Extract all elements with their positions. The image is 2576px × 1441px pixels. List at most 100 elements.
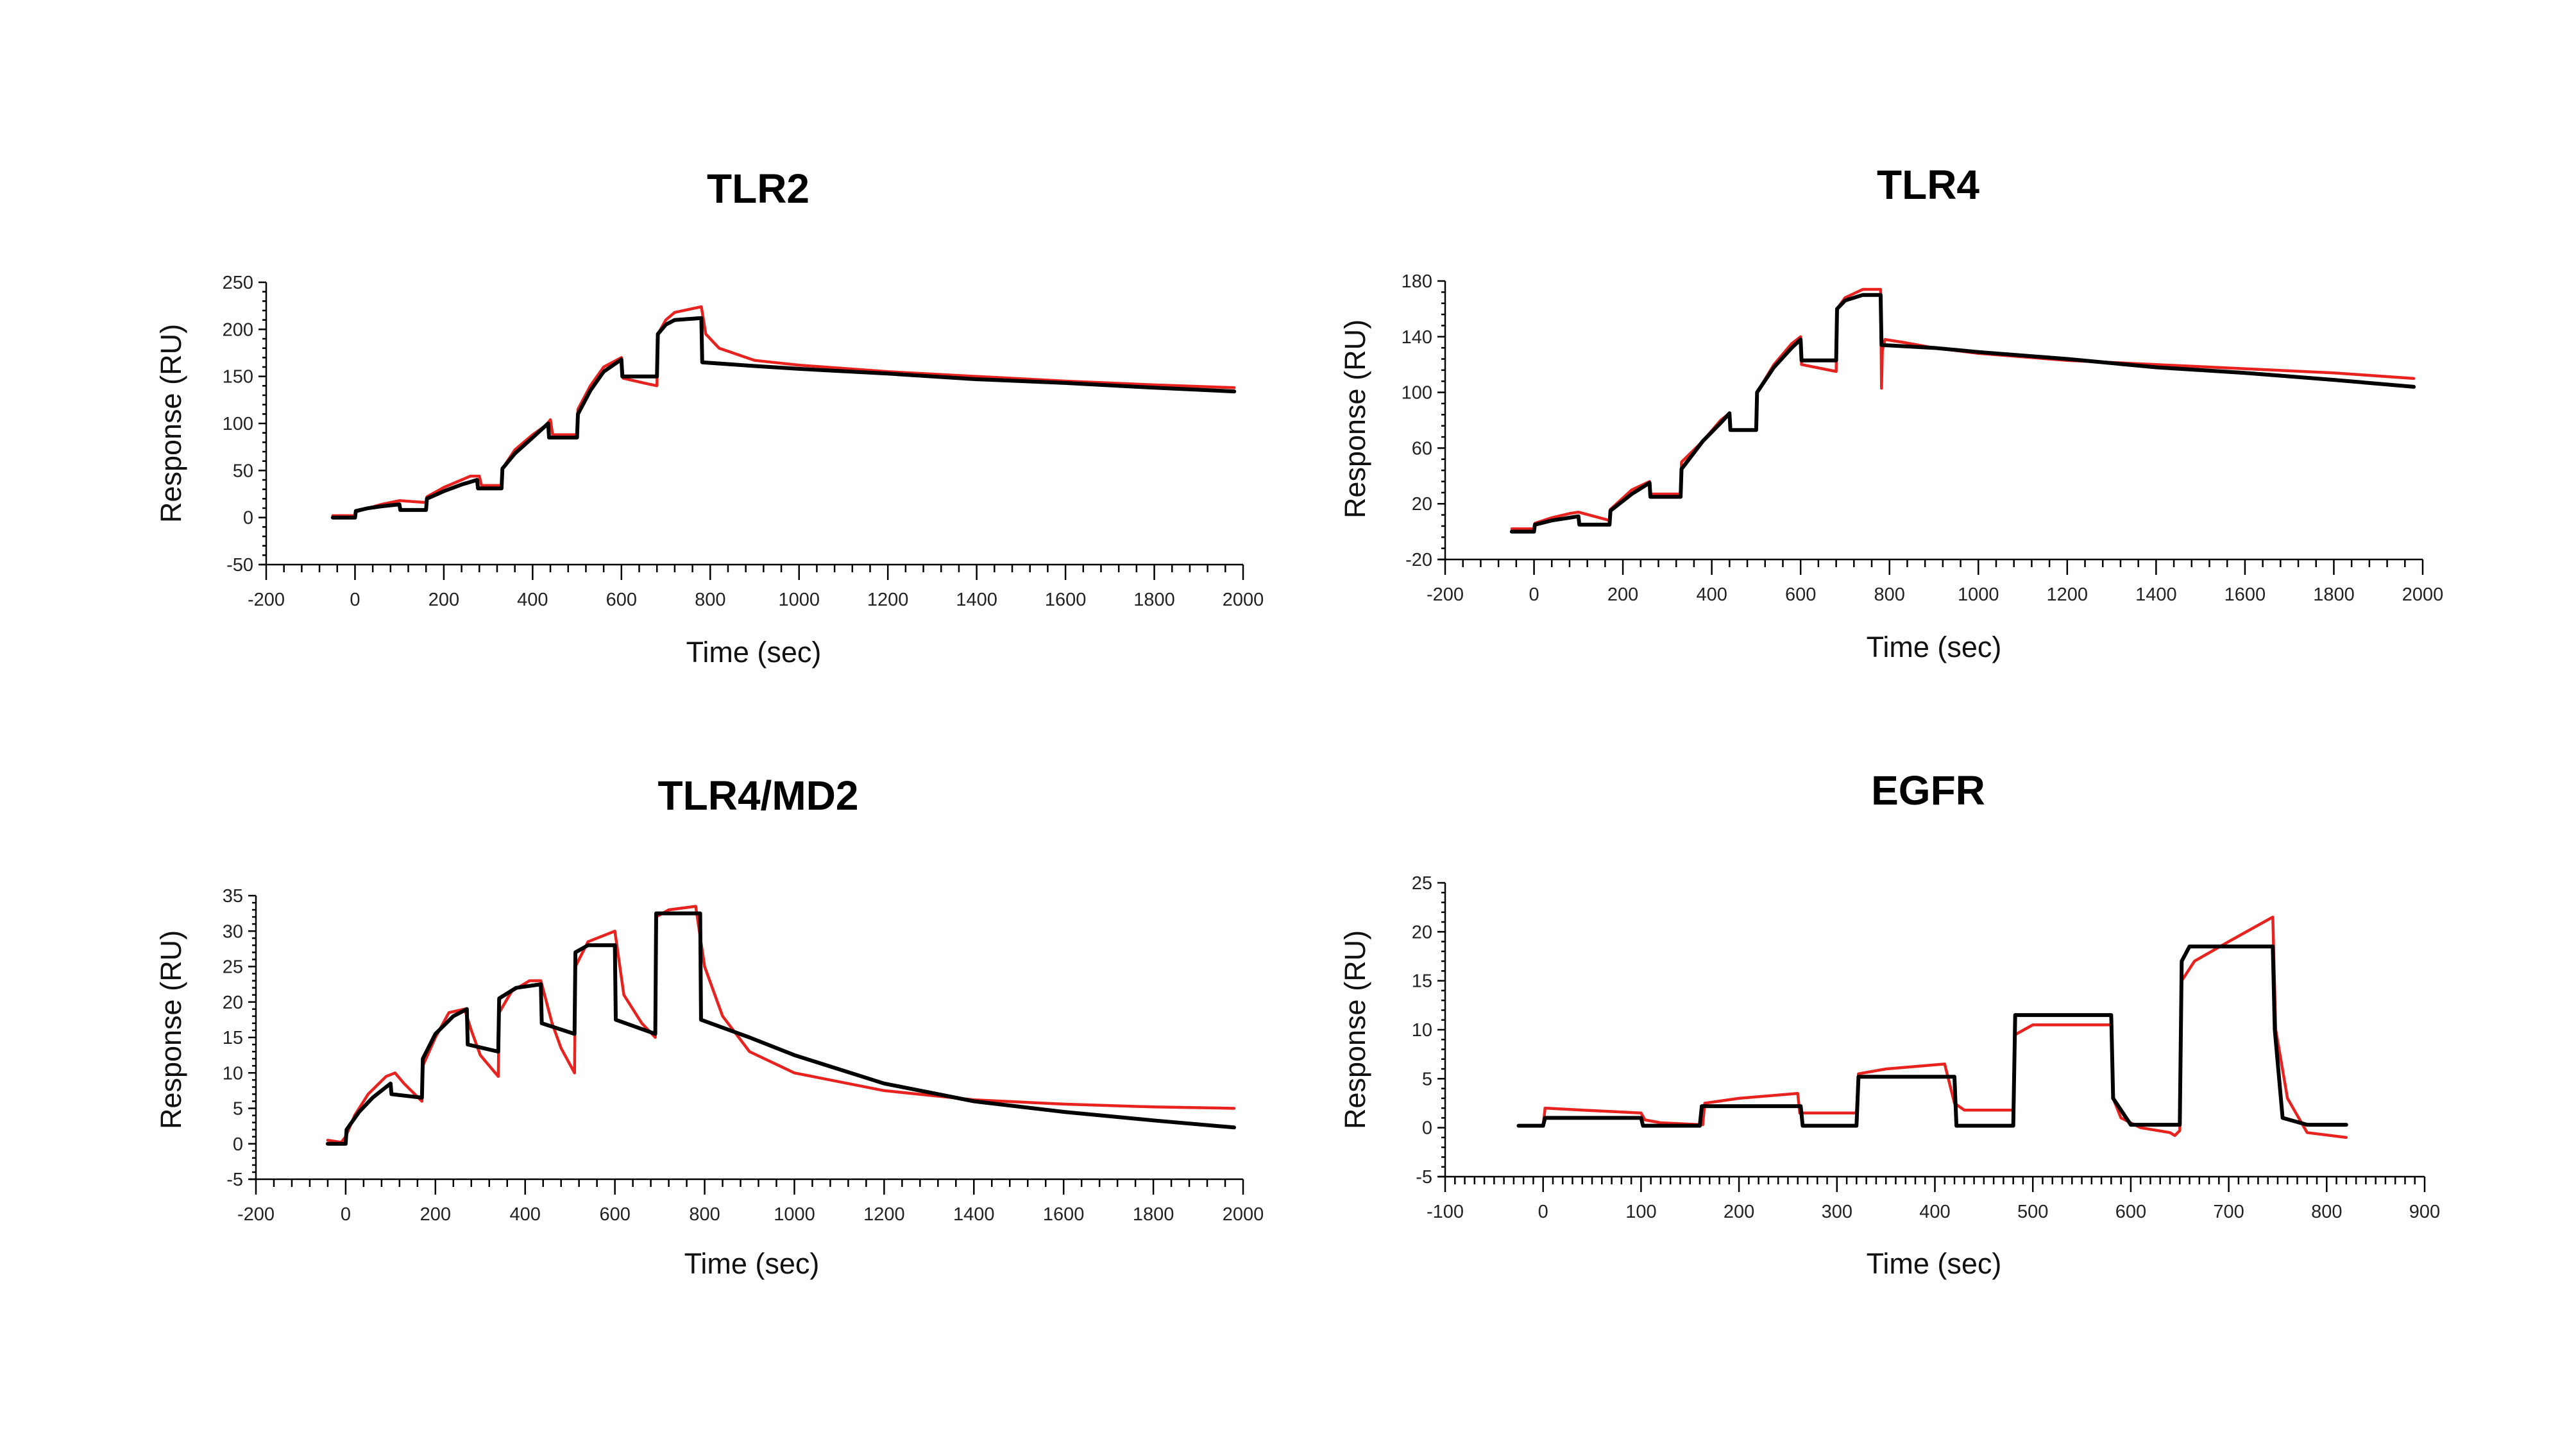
y-tick-label: 5 — [1422, 1069, 1432, 1089]
x-axis-label: Time (sec) — [686, 636, 822, 669]
x-tick-label: 200 — [1607, 584, 1638, 605]
x-tick-label: 2000 — [1223, 590, 1264, 610]
y-tick-label: 25 — [1412, 873, 1432, 894]
x-tick-label: 1000 — [774, 1204, 815, 1225]
y-tick-label: 0 — [243, 508, 253, 529]
axes: -20 20 60 100 140 180 -200 0 200 400 600 800 1000 120… — [1402, 271, 2444, 605]
y-tick-label: 180 — [1402, 271, 1432, 292]
y-tick-label: 60 — [1412, 438, 1432, 459]
chart-title: EGFR — [1871, 767, 1985, 814]
y-tick-label: 15 — [1412, 971, 1432, 992]
y-tick-label: -5 — [1416, 1167, 1432, 1188]
y-tick-label: 10 — [223, 1063, 243, 1084]
y-axis-label: Response (RU) — [1339, 320, 1371, 518]
x-axis-label: Time (sec) — [684, 1247, 820, 1280]
y-tick-label: 140 — [1402, 327, 1432, 348]
y-tick-label: 35 — [223, 886, 243, 907]
y-tick-label: 20 — [223, 993, 243, 1013]
x-tick-label: 100 — [1625, 1202, 1656, 1222]
x-tick-label: 600 — [1785, 584, 1816, 605]
y-tick-label: 50 — [233, 461, 253, 481]
fit-curve-line — [1516, 944, 2348, 1128]
x-tick-label: 1400 — [2135, 584, 2177, 605]
x-tick-label: 500 — [2017, 1202, 2048, 1222]
x-tick-label: 1400 — [953, 1204, 995, 1225]
y-tick-label: 20 — [1412, 922, 1432, 942]
series-layer — [1516, 916, 2348, 1139]
y-axis-label: Response (RU) — [1339, 930, 1371, 1129]
x-tick-label: -200 — [1427, 584, 1464, 605]
x-tick-label: 200 — [428, 590, 459, 610]
x-tick-label: 600 — [2115, 1202, 2146, 1222]
axes: -5 0 5 10 15 20 25 -100 0 100 200 300 400 500 600 700 80… — [1412, 873, 2440, 1222]
x-tick-label: 700 — [2213, 1202, 2244, 1222]
chart-panel-tlr4: TLR4 -20 20 60 100 140 180 -200 0 200 400 600 800 10… — [1339, 162, 2443, 663]
x-tick-label: 1000 — [778, 590, 820, 610]
y-tick-label: 30 — [223, 921, 243, 942]
x-tick-label: 2000 — [1223, 1204, 1264, 1225]
x-tick-label: 1800 — [2313, 584, 2355, 605]
x-axis-label: Time (sec) — [1867, 1247, 2002, 1280]
fit-curve-line — [1509, 293, 2416, 534]
y-tick-label: -5 — [226, 1170, 243, 1190]
x-tick-label: 800 — [1874, 584, 1905, 605]
y-tick-label: 20 — [1412, 494, 1432, 515]
axes: -50 0 50 100 150 200 250 -200 0 200 400 600 800 1000 1… — [223, 273, 1264, 610]
x-tick-label: 1200 — [863, 1204, 905, 1225]
x-tick-label: 400 — [1919, 1202, 1950, 1222]
x-tick-label: 400 — [1696, 584, 1727, 605]
chart-title: TLR4/MD2 — [658, 772, 859, 819]
x-tick-label: 800 — [2311, 1202, 2342, 1222]
chart-panel-egfr: EGFR -5 0 5 10 15 20 25 -100 0 100 200 300 400 500 600… — [1339, 767, 2440, 1280]
x-tick-label: 200 — [1724, 1202, 1754, 1222]
y-tick-label: -50 — [226, 555, 253, 576]
y-tick-label: 0 — [233, 1134, 243, 1155]
x-tick-label: 0 — [1538, 1202, 1548, 1222]
response-curve-line — [326, 905, 1236, 1144]
y-tick-label: 0 — [1422, 1118, 1432, 1139]
series-layer — [1509, 287, 2416, 534]
x-tick-label: 1400 — [956, 590, 997, 610]
x-axis-label: Time (sec) — [1867, 631, 2002, 663]
x-tick-label: -200 — [237, 1204, 275, 1225]
x-tick-label: 300 — [1822, 1202, 1852, 1222]
x-tick-label: 2000 — [2402, 584, 2444, 605]
chart-panel-tlr4-md2: TLR4/MD2 -5 0 5 10 15 20 25 30 35 -200 0 200 400 600 8… — [155, 772, 1264, 1280]
y-tick-label: 25 — [223, 957, 243, 978]
x-tick-label: 400 — [517, 590, 548, 610]
y-tick-label: -20 — [1405, 550, 1432, 570]
x-tick-label: 900 — [2409, 1202, 2440, 1222]
y-tick-label: 100 — [223, 414, 253, 434]
x-tick-label: 1600 — [2224, 584, 2266, 605]
x-tick-label: 0 — [341, 1204, 351, 1225]
chart-panel-tlr2: TLR2 -50 0 50 100 150 200 250 -200 0 200 400 600 800… — [155, 166, 1264, 669]
x-tick-label: 600 — [599, 1204, 630, 1225]
y-tick-label: 150 — [223, 367, 253, 388]
y-tick-label: 250 — [223, 273, 253, 293]
x-tick-label: 1800 — [1133, 1204, 1174, 1225]
x-tick-label: 800 — [695, 590, 725, 610]
x-tick-label: 0 — [1529, 584, 1539, 605]
x-tick-label: 0 — [350, 590, 360, 610]
y-axis-label: Response (RU) — [155, 930, 187, 1129]
fit-curve-line — [325, 911, 1236, 1146]
x-tick-label: 1600 — [1045, 590, 1087, 610]
x-tick-label: 1000 — [1958, 584, 1999, 605]
x-tick-label: 800 — [689, 1204, 720, 1225]
x-tick-label: 400 — [510, 1204, 541, 1225]
y-tick-label: 200 — [223, 320, 253, 340]
x-tick-label: 600 — [606, 590, 637, 610]
x-tick-label: 1200 — [2047, 584, 2089, 605]
chart-title: TLR2 — [707, 166, 809, 212]
y-tick-label: 5 — [233, 1099, 243, 1120]
series-layer — [325, 905, 1236, 1146]
chart-title: TLR4 — [1877, 162, 1979, 208]
fit-curve-line — [330, 316, 1237, 520]
x-tick-label: 200 — [420, 1204, 451, 1225]
y-tick-label: 100 — [1402, 383, 1432, 404]
x-tick-label: 1200 — [867, 590, 909, 610]
y-tick-label: 10 — [1412, 1020, 1432, 1041]
x-tick-label: 1600 — [1043, 1204, 1085, 1225]
